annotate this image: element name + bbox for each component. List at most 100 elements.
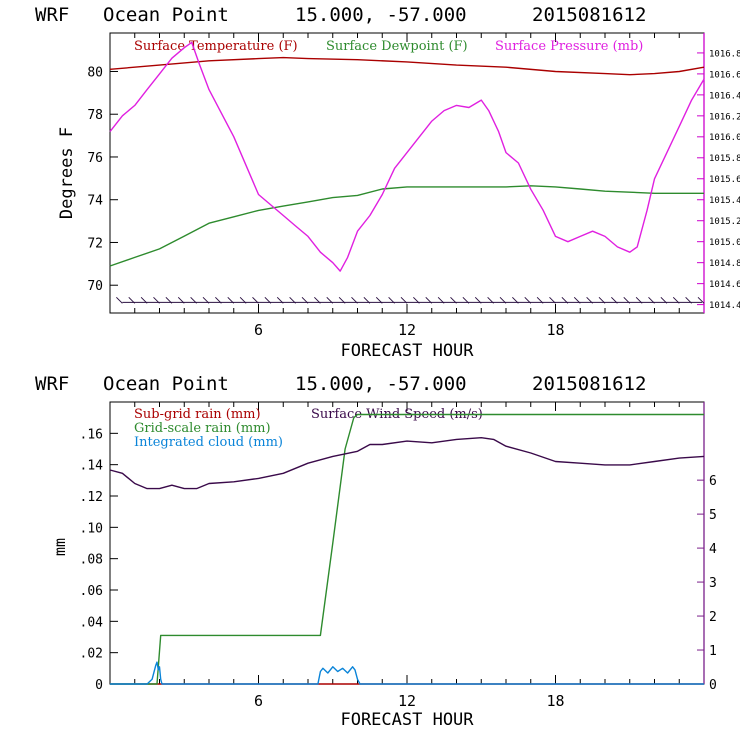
wind-barb — [190, 296, 197, 304]
wind-barb — [177, 296, 185, 304]
header-location-2: Ocean Point — [103, 373, 229, 395]
y-tick-label: 72 — [87, 236, 103, 251]
y-axis-label: Degrees F — [57, 127, 77, 219]
y-axis-label-2: mm — [51, 538, 69, 556]
wind-barb — [375, 296, 383, 304]
x-tick-label: 18 — [546, 321, 564, 339]
y-right-tick-label: 1016.4 — [709, 91, 740, 101]
wind-barb — [648, 296, 655, 304]
wind-barb — [672, 296, 680, 304]
x-tick-label: 18 — [546, 692, 564, 710]
header-model-2: WRF — [35, 373, 69, 395]
y-tick-label: .12 — [80, 490, 103, 505]
wind-barb — [227, 296, 235, 304]
wind-barb — [586, 296, 593, 304]
y-right-tick-label: 1016.8 — [709, 49, 740, 59]
y-right-tick-label: 1014.4 — [709, 301, 740, 311]
wind-barb — [215, 296, 222, 304]
y-ticks-left: 70 72 74 76 78 80 — [87, 65, 118, 294]
wind-barb — [450, 296, 457, 304]
series-line-surface-pressure-mb — [109, 41, 705, 272]
y-right-tick-label: 6 — [709, 474, 717, 489]
wind-barb — [561, 296, 569, 304]
y-right-tick-label: 1016.2 — [709, 112, 740, 122]
header-coords-2: 15.000, -57.000 — [295, 373, 467, 395]
plot-frame-left — [109, 32, 705, 314]
wind-barb — [549, 296, 556, 304]
panel-precipitation: WRF Ocean Point 15.000, -57.000 20150816… — [35, 373, 717, 730]
y-right-tick-label: 1 — [709, 644, 717, 659]
wind-barb — [388, 296, 395, 304]
series-line-grid-scale-rain-mm — [110, 413, 704, 685]
wind-barb — [611, 296, 618, 304]
wind-barb — [598, 296, 606, 304]
wind-barbs — [116, 296, 705, 304]
wind-barb — [437, 296, 445, 304]
y-tick-label: .08 — [80, 553, 103, 568]
wind-barb — [462, 296, 470, 304]
wind-barb — [499, 296, 507, 304]
header-model: WRF — [35, 4, 69, 26]
wind-barb — [425, 296, 433, 304]
y-right-tick-label: 1016.6 — [709, 70, 740, 80]
y-tick-label: 76 — [87, 151, 103, 166]
x-tick-label: 6 — [254, 692, 263, 710]
legend-surface-pressure: Surface Pressure (mb) — [495, 39, 643, 54]
y-tick-label: .04 — [80, 615, 104, 630]
series-line-integrated-cloud-mm — [110, 661, 704, 685]
series-lines — [109, 41, 705, 272]
wind-barb — [623, 296, 631, 304]
wind-barb — [326, 296, 334, 304]
wind-barb — [635, 296, 643, 304]
wind-barb — [487, 296, 494, 304]
wind-barb — [252, 296, 259, 304]
wind-barb — [338, 296, 346, 304]
y-tick-label: .16 — [80, 427, 103, 442]
wind-barb — [289, 296, 296, 304]
header-init-time: 2015081612 — [532, 4, 646, 26]
y-right-tick-label: 1014.8 — [709, 259, 740, 269]
x-axis-label-2: FORECAST HOUR — [340, 710, 474, 730]
y-right-tick-label: 4 — [709, 542, 717, 557]
legend-surface-temperature: Surface Temperature (F) — [134, 39, 298, 54]
wind-barb — [573, 296, 581, 304]
x-ticks: 6 12 18 — [134, 33, 680, 339]
x-ticks-2: 6 12 18 — [134, 402, 680, 710]
y-right-tick-label: 5 — [709, 508, 717, 523]
y-ticks-left-2: 0 .02 .04 .06 .08 .10 .12 .14 .16 — [80, 427, 118, 693]
y-tick-label: 0 — [95, 678, 103, 693]
y-right-tick-label: 2 — [709, 610, 717, 625]
wind-barb — [697, 296, 705, 304]
legend-surface-dewpoint: Surface Dewpoint (F) — [326, 39, 468, 54]
y-right-tick-label: 1015.8 — [709, 154, 740, 164]
panel-temperature: WRF Ocean Point 15.000, -57.000 20150816… — [35, 4, 740, 361]
y-ticks-right: 1014.4 1014.6 1014.8 1015.0 1015.2 1015.4 1015… — [697, 49, 740, 311]
series-line-surface-dewpoint-f — [109, 185, 704, 267]
wind-barb — [128, 296, 136, 304]
y-right-tick-label: 3 — [709, 576, 717, 591]
series-line-surface-temperature-f — [109, 56, 705, 76]
x-axis-label: FORECAST HOUR — [340, 341, 474, 361]
wind-barb — [660, 296, 668, 304]
header-coords: 15.000, -57.000 — [295, 4, 467, 26]
y-tick-label: 70 — [87, 279, 103, 294]
x-tick-label: 6 — [254, 321, 263, 339]
y-tick-label: .14 — [80, 459, 104, 474]
y-tick-label: .06 — [80, 584, 103, 599]
wind-barb — [413, 296, 420, 304]
y-right-tick-label: 1014.6 — [709, 280, 740, 290]
header-init-time-2: 2015081612 — [532, 373, 646, 395]
wind-barb — [351, 296, 358, 304]
wind-barb — [140, 296, 148, 304]
series-lines-2 — [109, 413, 705, 685]
y-tick-label: 74 — [87, 194, 103, 209]
y-right-tick-label: 0 — [709, 678, 717, 693]
wind-barb — [202, 296, 210, 304]
wind-barb — [685, 296, 692, 304]
y-tick-label: 80 — [87, 65, 103, 80]
y-ticks-right-2: 0 1 2 3 4 5 6 — [697, 474, 717, 693]
y-right-tick-label: 1015.6 — [709, 175, 740, 185]
wind-barb — [474, 296, 482, 304]
wind-barb — [536, 296, 544, 304]
